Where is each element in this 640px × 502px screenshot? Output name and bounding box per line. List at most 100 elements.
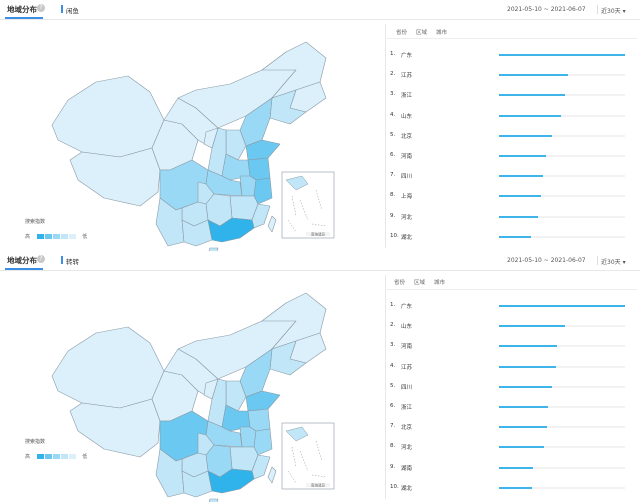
help-icon[interactable]: ?: [37, 255, 45, 263]
map-region-hainan[interactable]: [208, 498, 219, 502]
ranking-row[interactable]: 2. 江苏: [390, 69, 635, 81]
rank-bar: [499, 325, 565, 328]
map-region-zhejiang[interactable]: [253, 177, 273, 205]
period-select[interactable]: 近30天 ▾: [601, 6, 626, 15]
map-region-shandong[interactable]: [245, 390, 281, 412]
panel-title[interactable]: 地域分布: [7, 256, 37, 265]
region-panel-zhuanzhuan: 地域分布 ? 转转 2021-05-10 ~ 2021-06-07 近30天 ▾: [0, 251, 640, 502]
ranking-row[interactable]: 2. 山东: [390, 320, 635, 332]
chevron-down-icon: ▾: [622, 8, 626, 15]
tab-region[interactable]: 区域: [416, 30, 428, 36]
ranking-row[interactable]: 7. 四川: [390, 170, 635, 182]
rank-bar-track: [499, 446, 625, 449]
province-name: 广东: [401, 304, 413, 310]
province-name: 山东: [401, 113, 413, 120]
help-icon[interactable]: ?: [37, 4, 45, 12]
rank-number: 10.: [390, 483, 399, 490]
tab-province[interactable]: 省份: [394, 280, 406, 286]
map-region-xinjiang[interactable]: [51, 326, 165, 409]
panel-header: 地域分布 ? 闲鱼 2021-05-10 ~ 2021-06-07 近30天 ▾: [0, 0, 640, 20]
legend-swatch: [45, 234, 53, 239]
ranking-row[interactable]: 8. 上海: [390, 190, 635, 202]
map-region-ningxia[interactable]: [203, 378, 219, 400]
province-name: 山东: [401, 324, 413, 331]
legend-swatch: [53, 234, 61, 239]
ranking-row[interactable]: 6. 河南: [390, 150, 635, 162]
map-region-guangdong[interactable]: [207, 468, 255, 494]
period-select[interactable]: 近30天 ▾: [601, 257, 626, 266]
ranking-row[interactable]: 9. 湖南: [390, 462, 635, 474]
tab-region[interactable]: 区域: [414, 280, 426, 286]
rank-bar: [499, 114, 561, 117]
rank-bar: [499, 486, 532, 489]
china-map: 南海诸岛: [51, 292, 335, 502]
ranking-row[interactable]: 5. 四川: [390, 381, 635, 393]
map-region-shandong[interactable]: [245, 139, 281, 161]
panel-header: 地域分布 ? 转转 2021-05-10 ~ 2021-06-07 近30天 ▾: [0, 251, 640, 271]
map-region-guangdong[interactable]: [207, 217, 255, 243]
ranking-row[interactable]: 3. 河南: [390, 340, 635, 352]
rank-bar-track: [499, 114, 625, 117]
ranking-row[interactable]: 6. 浙江: [390, 401, 635, 413]
map-region-zhejiang[interactable]: [253, 428, 273, 456]
active-tab-underline: [5, 268, 43, 270]
ranking-row[interactable]: 1. 广东: [390, 49, 635, 61]
map-region-anhui[interactable]: [239, 175, 257, 197]
rank-number: 6.: [390, 152, 396, 158]
map-region-ningxia[interactable]: [203, 127, 219, 149]
rank-number: 8.: [390, 192, 396, 199]
ranking-row[interactable]: 9. 河北: [390, 211, 635, 223]
legend-swatch: [69, 234, 77, 239]
ranking-row[interactable]: 4. 山东: [390, 110, 635, 122]
rank-bar: [499, 446, 545, 449]
map-region-taiwan[interactable]: [267, 466, 277, 484]
map-region-hainan[interactable]: [208, 247, 219, 251]
date-range[interactable]: 2021-05-10 ~ 2021-06-07: [507, 6, 586, 13]
rank-bar-track: [499, 215, 625, 218]
ranking-row[interactable]: 10. 湖北: [390, 482, 635, 494]
ranking-row[interactable]: 3. 浙江: [390, 89, 635, 101]
rank-number: 8.: [390, 443, 396, 450]
rank-bar: [499, 466, 534, 469]
rank-bar-track: [499, 345, 625, 348]
tab-province[interactable]: 省份: [396, 30, 408, 36]
legend-high-label: 高: [25, 454, 31, 460]
tab-city[interactable]: 城市: [436, 30, 448, 36]
rank-bar-track: [499, 466, 625, 469]
rank-number: 4.: [390, 362, 396, 369]
ranking-row[interactable]: 8. 河北: [390, 441, 635, 453]
date-range[interactable]: 2021-05-10 ~ 2021-06-07: [507, 257, 586, 264]
ranking-row[interactable]: 10. 湖北: [390, 231, 635, 243]
province-name: 江苏: [401, 364, 413, 371]
inset-label: 南海诸岛: [311, 483, 325, 488]
map-region-taiwan[interactable]: [267, 215, 277, 233]
ranking-row[interactable]: 4. 江苏: [390, 361, 635, 373]
panel-divider: [385, 275, 386, 499]
rank-number: 4.: [390, 111, 396, 118]
province-name: 浙江: [401, 93, 413, 100]
legend-title: 搜索指数: [25, 439, 46, 445]
province-name: 河北: [401, 214, 413, 221]
chevron-down-icon: ▾: [622, 259, 626, 266]
rank-bar-track: [499, 325, 625, 328]
map-region-anhui[interactable]: [239, 426, 257, 448]
ranking-row[interactable]: 1. 广东: [390, 300, 635, 312]
rank-bar: [499, 74, 569, 77]
province-name: 河南: [401, 154, 413, 160]
map-legend: 搜索指数 高 低: [25, 218, 87, 240]
province-name: 北京: [401, 425, 413, 432]
rank-number: 1.: [390, 302, 396, 308]
rank-number: 2.: [390, 322, 396, 329]
ranking-row[interactable]: 5. 北京: [390, 130, 635, 142]
rank-bar: [499, 195, 541, 198]
panel-title[interactable]: 地域分布: [7, 5, 37, 14]
province-name: 河南: [401, 344, 413, 351]
rank-number: 10.: [390, 232, 399, 239]
ranking-row[interactable]: 7. 北京: [390, 421, 635, 433]
rank-number: 5.: [390, 382, 396, 389]
map-region-tibet[interactable]: [69, 398, 161, 458]
tab-city[interactable]: 城市: [434, 280, 446, 286]
map-region-tibet[interactable]: [69, 147, 161, 207]
map-region-xinjiang[interactable]: [51, 75, 165, 158]
legend-swatch: [37, 234, 45, 239]
